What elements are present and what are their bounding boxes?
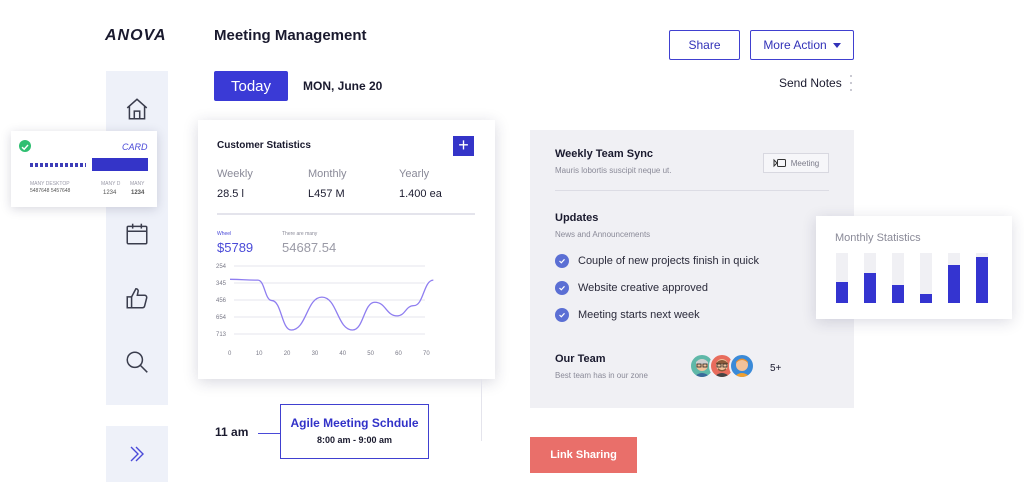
card-stripe [92,158,148,171]
search-icon[interactable] [124,349,150,375]
stat-label-yearly: Yearly [399,168,430,180]
monthly-bar [892,253,904,303]
page-title: Meeting Management [214,27,367,44]
card-num-mid: 1234 [103,190,117,196]
time-label: 11 am [215,425,249,439]
card-label: CARD [122,142,148,152]
current-date: MON, June 20 [303,79,383,93]
expand-sidebar-button[interactable] [106,426,168,482]
team-subtitle: Best team has in our zone [555,371,648,380]
check-icon [19,140,31,152]
check-circle-icon [555,254,569,268]
update-item: Website creative approved [555,281,708,295]
add-button[interactable]: + [453,136,474,156]
monthly-bar [920,253,932,303]
x-tick-label: 30 [312,351,319,357]
card-nums-left: 5487648 5457648 [30,188,71,194]
updates-title: Updates [555,212,599,224]
monthly-bar [836,253,848,303]
monthly-bar-fill [892,285,904,303]
event-time: 8:00 am - 9:00 am [316,435,393,445]
customer-statistics-card [198,120,495,379]
meeting-badge-label: Meeting [790,158,820,168]
x-tick-label: 50 [367,351,374,357]
update-item: Couple of new projects finish in quick [555,254,759,268]
wheel-value: $5789 [217,240,254,255]
y-tick-label: 254 [216,264,227,270]
team-avatars[interactable] [689,353,755,379]
check-circle-icon [555,308,569,322]
home-icon[interactable] [124,96,150,122]
card-caption-mid: MANY D [101,181,121,187]
monthly-bar [976,253,988,303]
card-num-right: 1234 [131,190,145,196]
series-line [229,278,434,331]
monthly-bar-fill [920,294,932,303]
x-tick-label: 20 [284,351,291,357]
update-text: Website creative approved [578,282,709,294]
many-label: There are many [282,231,318,237]
monthly-statistics-title: Monthly Statistics [835,232,921,244]
kebab-menu-icon[interactable] [850,75,853,91]
card-caption-right: MANY [130,181,145,187]
event-title: Agile Meeting Schdule [290,416,419,430]
stats-divider [217,213,475,215]
link-sharing-button[interactable]: Link Sharing [530,437,637,473]
x-tick-label: 60 [395,351,402,357]
stat-value-yearly: 1.400 ea [399,188,442,200]
more-action-button[interactable]: More Action [750,30,854,60]
sync-subtitle: Mauris lobortis suscipit neque ut. [555,166,672,175]
many-value: 54687.54 [282,240,337,255]
monthly-bar-fill [948,265,960,303]
more-action-label: More Action [763,38,827,52]
meeting-badge[interactable]: Meeting [763,153,829,173]
send-notes-link[interactable]: Send Notes [779,76,842,90]
timeline-divider [481,379,482,441]
x-tick-label: 0 [228,351,232,357]
panel-divider [555,190,829,191]
monthly-bar [948,253,960,303]
x-tick-label: 70 [423,351,430,357]
stat-label-monthly: Monthly [308,168,347,180]
check-circle-icon [555,281,569,295]
customer-statistics-title: Customer Statistics [217,140,311,151]
time-connector [258,433,280,434]
monthly-bar-fill [836,282,848,303]
monthly-bar [864,253,876,303]
stat-value-weekly: 28.5 l [217,188,244,200]
avatar [729,353,755,379]
stat-value-monthly: L457 M [308,188,345,200]
sync-title: Weekly Team Sync [555,148,654,160]
x-tick-label: 10 [256,351,263,357]
updates-subtitle: News and Announcements [555,230,651,239]
calendar-icon[interactable] [124,221,150,247]
card-caption-left: MANY DESKTOP [30,181,70,187]
share-button[interactable]: Share [669,30,740,60]
monthly-bar-fill [976,257,988,303]
sidebar [106,71,168,405]
monthly-bar-fill [864,273,876,303]
double-chevron-right-icon [130,446,144,462]
app-logo: ANOVA [105,27,167,44]
update-text: Couple of new projects finish in quick [578,255,759,267]
caret-down-icon [832,42,841,48]
wheel-label: Wheel [217,231,232,237]
team-more-count[interactable]: 5+ [770,363,782,374]
stat-label-weekly: Weekly [217,168,253,180]
today-button[interactable]: Today [214,71,288,101]
update-item: Meeting starts next week [555,308,700,322]
y-tick-label: 654 [216,315,227,321]
x-tick-label: 40 [339,351,346,357]
event-card[interactable] [280,404,429,459]
card-number-mask [30,163,86,167]
share-label: Share [688,38,721,52]
thumbs-up-icon[interactable] [124,285,150,311]
y-tick-label: 456 [216,298,227,304]
video-camera-icon [773,158,786,168]
y-tick-label: 345 [216,281,227,287]
customer-line-chart: 254 345 456 654 713 0 10 20 30 40 50 60 70 [216,264,434,357]
team-title: Our Team [555,353,606,365]
update-text: Meeting starts next week [578,309,700,321]
y-tick-label: 713 [216,332,227,338]
